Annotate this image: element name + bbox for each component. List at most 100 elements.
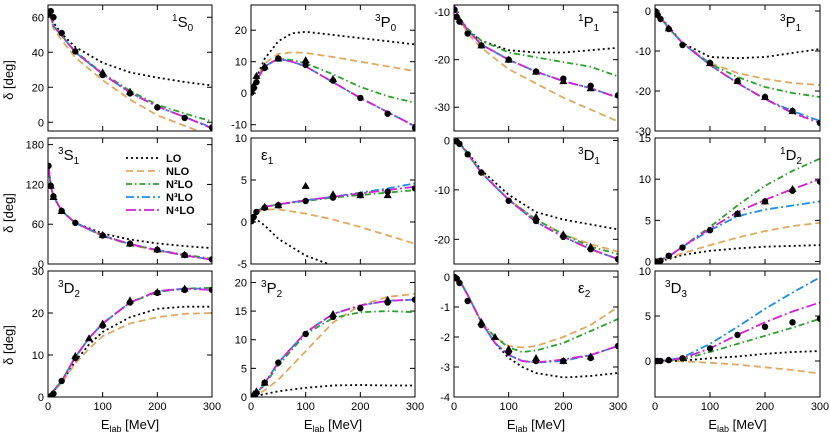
pwa-circle-point xyxy=(384,188,391,195)
pwa-circle-point xyxy=(532,357,540,365)
panel-frame xyxy=(453,137,619,265)
pwa-circle-point xyxy=(478,321,485,329)
y-tick-label: -20 xyxy=(635,86,651,98)
x-axis-label-sub: lab xyxy=(516,424,528,434)
panel-1D2: 0 5 10 15 1D2 xyxy=(639,133,821,269)
x-tick-label: 200 xyxy=(351,401,369,413)
y-tick-label: 20 xyxy=(32,82,44,94)
curve-n4lo xyxy=(48,166,212,261)
pwa-triangle-point xyxy=(491,333,499,340)
x-tick-label: 300 xyxy=(406,401,424,413)
x-axis-label-unit: [MeV] xyxy=(325,417,363,432)
pwa-circle-point xyxy=(532,217,540,225)
pwa-circle-point xyxy=(208,256,212,263)
pwa-circle-point xyxy=(50,193,57,200)
x-tick-label: 200 xyxy=(554,401,572,413)
pwa-circle-point xyxy=(126,299,134,306)
pwa-circle-point xyxy=(464,297,471,305)
x-tick-label: 100 xyxy=(296,401,314,413)
y-tick-label: 0 xyxy=(645,257,651,269)
y-tick-label: -10 xyxy=(231,120,247,132)
label-subscript: 1 xyxy=(74,156,80,167)
pwa-circle-point xyxy=(505,348,512,356)
pwa-circle-point xyxy=(456,140,463,148)
curve-nlo xyxy=(655,360,820,375)
label-subscript: 2 xyxy=(74,289,80,300)
y-tick-label: 20 xyxy=(235,277,247,289)
curve-nlo xyxy=(48,312,212,397)
pwa-circle-point xyxy=(734,331,741,339)
panel-eps2: -4 -3 -2 -1 0 0 100 200 300 ε2 Elab [MeV] xyxy=(440,270,627,434)
pwa-circle-point xyxy=(50,390,57,397)
pwa-circle-point xyxy=(261,64,268,72)
curve-n4lo xyxy=(48,13,212,130)
label-subscript: 3 xyxy=(681,289,687,300)
pwa-circle-point xyxy=(587,354,594,362)
pwa-circle-point xyxy=(706,345,714,352)
pwa-circle-point xyxy=(454,6,458,13)
pwa-circle-point xyxy=(505,56,512,63)
pwa-circle-point xyxy=(126,240,134,247)
y-tick-label: 0 xyxy=(645,6,651,18)
label-superscript: 1 xyxy=(578,13,584,24)
pwa-circle-point xyxy=(50,14,57,21)
curve-n2lo xyxy=(251,189,415,222)
panel-label: 3D1 xyxy=(578,146,600,167)
curve-n3lo xyxy=(251,182,415,222)
pwa-circle-point xyxy=(761,93,769,101)
y-tick-label: -10 xyxy=(434,185,450,197)
pwa-circle-point xyxy=(411,124,415,131)
curve-n4lo xyxy=(454,276,618,364)
y-tick-label: 10 xyxy=(235,335,247,347)
pwa-circle-point xyxy=(154,104,161,111)
x-tick-label: 300 xyxy=(203,401,221,413)
label-main: P xyxy=(381,14,391,31)
y-tick-label: 0 xyxy=(38,117,44,129)
y-tick-label: 15 xyxy=(639,133,651,145)
label-subscript: 1 xyxy=(796,23,802,34)
pwa-circle-point xyxy=(657,257,664,264)
pwa-circle-point xyxy=(789,187,796,194)
y-tick-label: 5 xyxy=(241,175,247,187)
curve-nlo xyxy=(48,13,201,131)
pwa-circle-point xyxy=(761,198,769,205)
pwa-circle-point xyxy=(734,77,741,85)
label-subscript: 2 xyxy=(585,289,591,300)
x-axis-label: Elab [MeV] xyxy=(101,417,159,434)
curve-lo xyxy=(251,384,415,397)
label-subscript: 1 xyxy=(594,23,600,34)
pwa-circle-point xyxy=(384,299,391,306)
x-axis-label-main: E xyxy=(507,417,516,432)
pwa-circle-point xyxy=(665,356,672,364)
curve-n4lo xyxy=(655,178,820,263)
label-main: P xyxy=(786,14,796,31)
panel-label: ε2 xyxy=(578,280,591,300)
y-tick-label: 40 xyxy=(32,47,44,59)
pwa-circle-point xyxy=(761,323,769,330)
panel-label: 3D2 xyxy=(58,279,80,300)
panel-frame xyxy=(47,270,213,398)
x-tick-label: 100 xyxy=(93,401,111,413)
panel-1P1: -30 -20 -10 1P1 xyxy=(434,4,619,132)
curve-lo xyxy=(48,9,212,87)
pwa-circle-point xyxy=(253,389,260,397)
y-axis-label-row1: δ [deg] xyxy=(1,60,16,100)
curve-nlo xyxy=(251,208,415,245)
pwa-circle-point xyxy=(58,377,65,385)
legend-label: LO xyxy=(166,153,182,165)
curve-lo xyxy=(48,305,212,397)
panel-label: ε1 xyxy=(261,147,274,167)
x-tick-label: 100 xyxy=(499,401,517,413)
panel-frame xyxy=(47,137,213,265)
pwa-circle-point xyxy=(384,110,391,117)
pwa-circle-point xyxy=(560,357,567,365)
label-subscript: 0 xyxy=(188,23,194,34)
x-tick-label: 200 xyxy=(756,401,774,413)
curve-n2lo xyxy=(454,5,618,78)
